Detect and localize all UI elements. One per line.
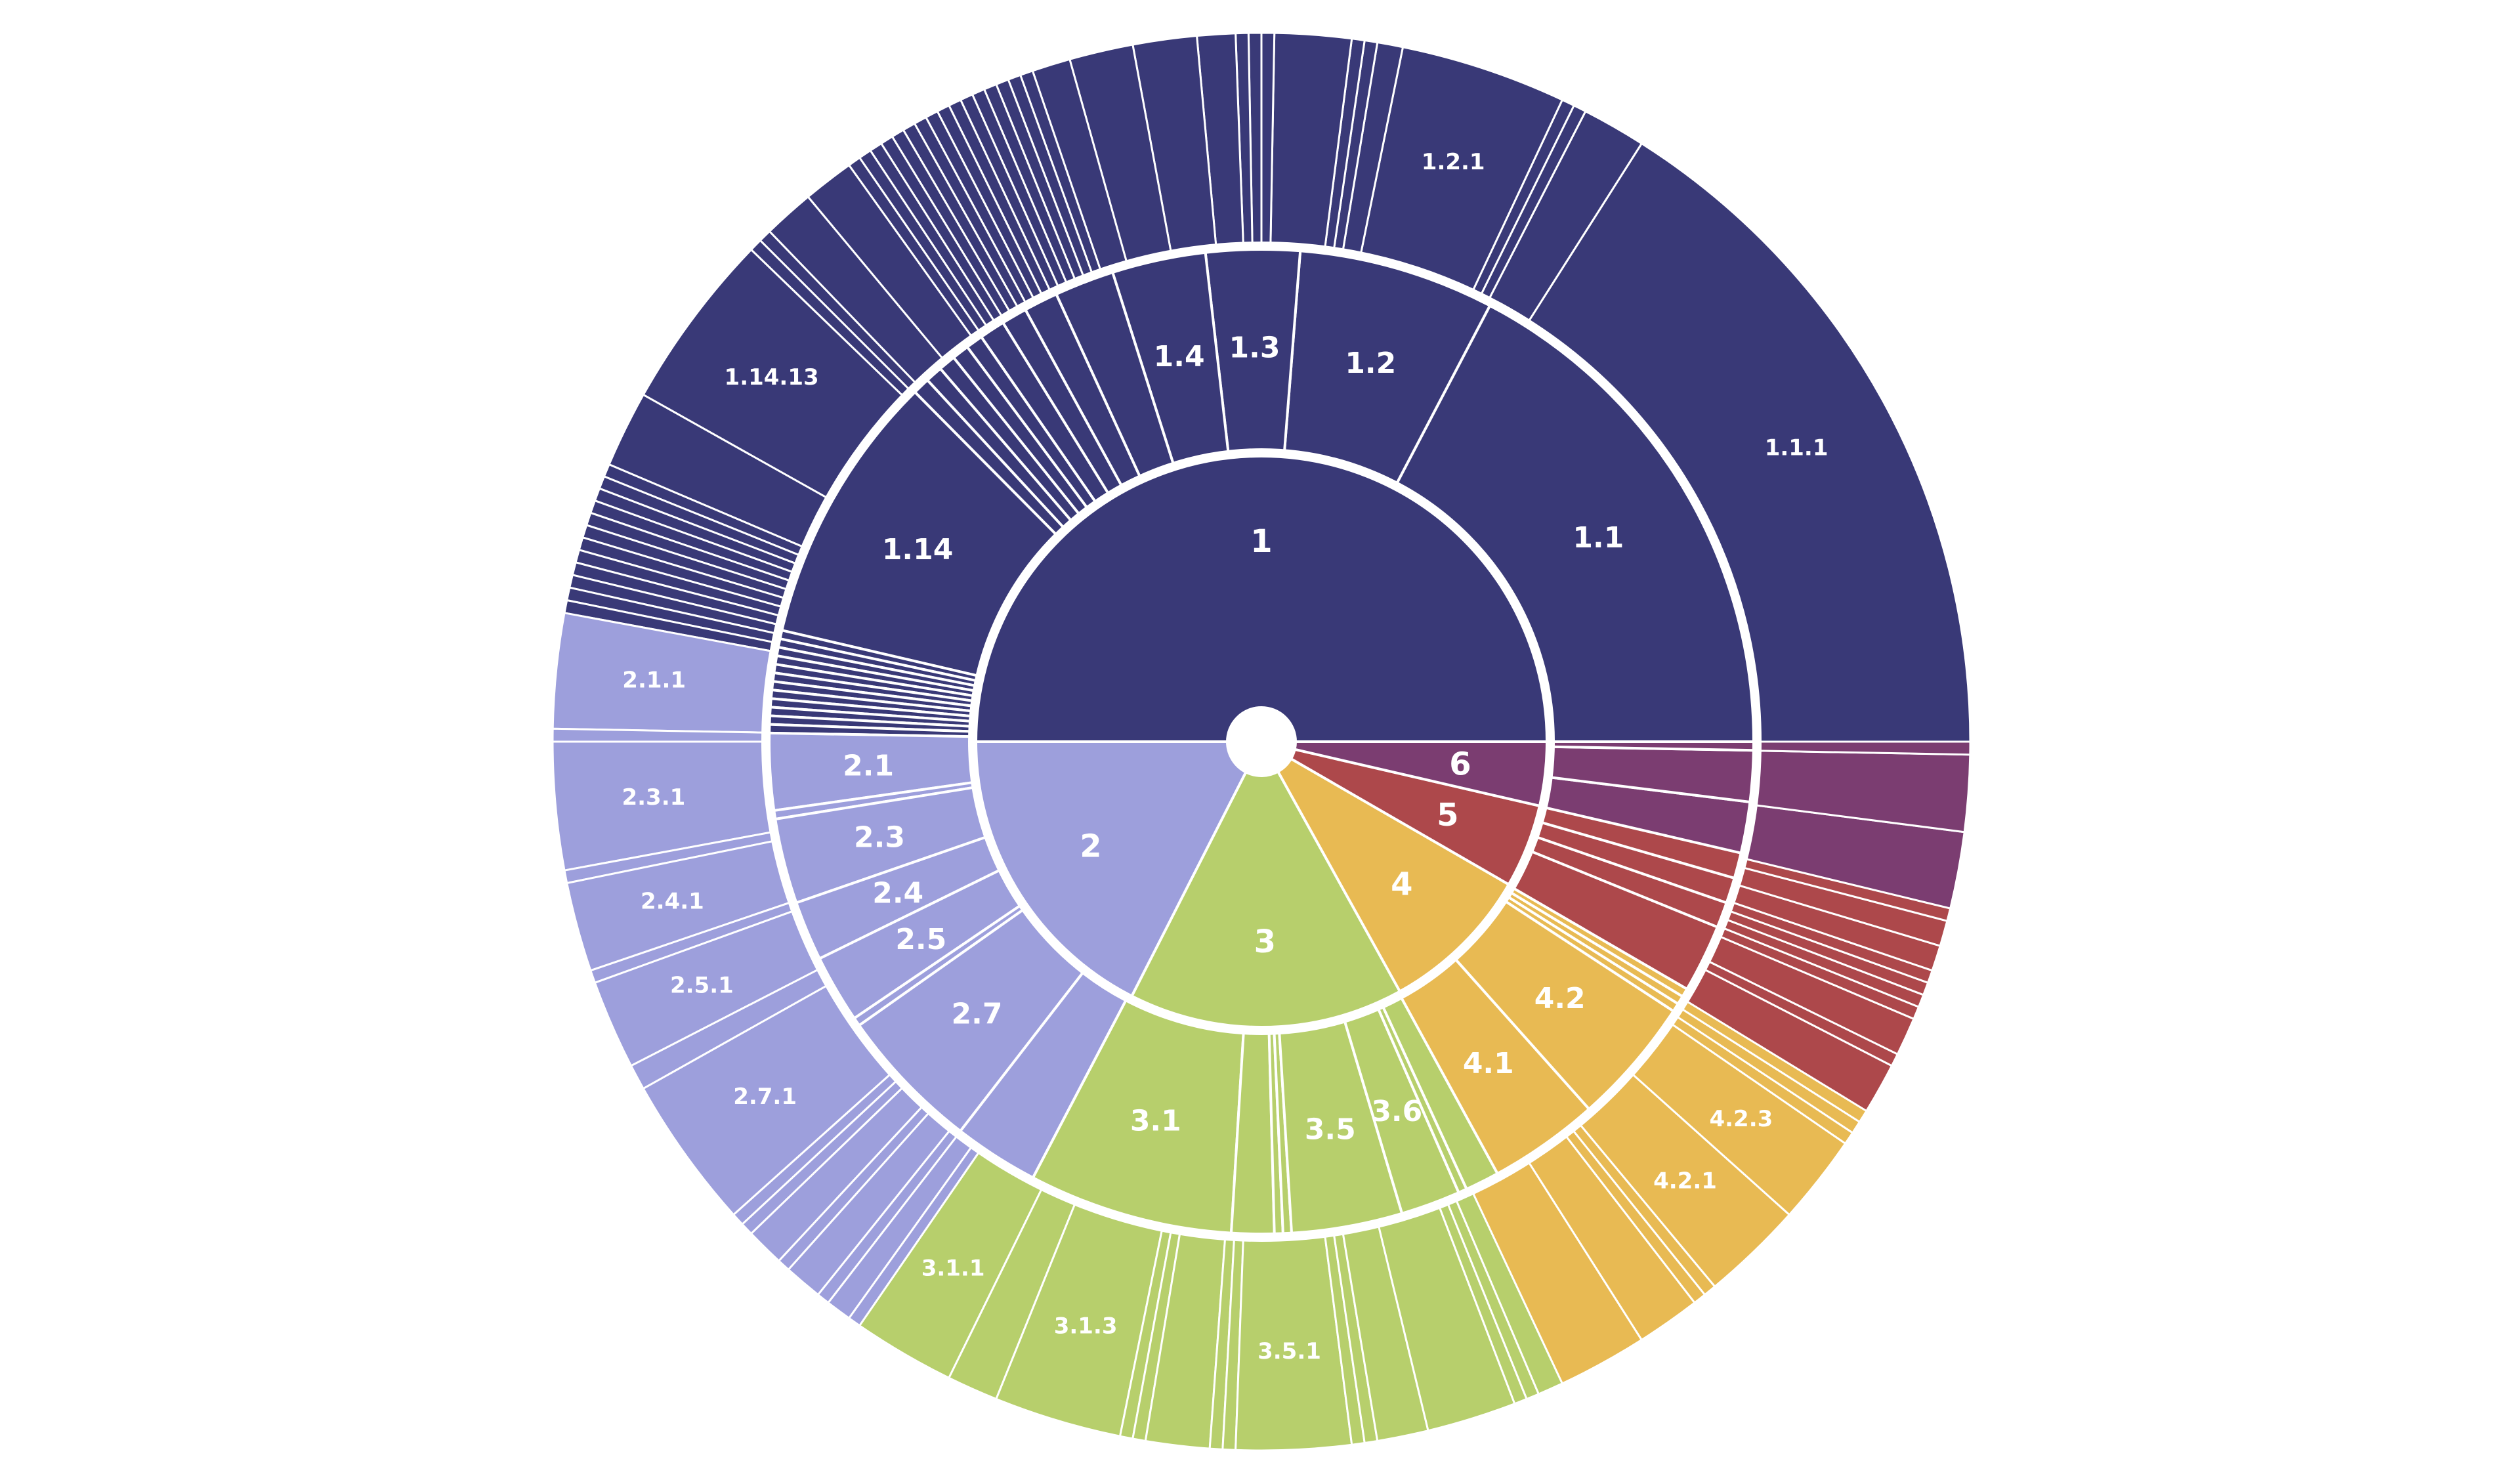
slice-label-2.3.1: 2.3.1 — [622, 784, 685, 811]
slice-label-1.14: 1.14 — [882, 533, 954, 566]
slice-label-3: 3 — [1254, 923, 1276, 960]
slice-label-1.1: 1.1 — [1573, 521, 1624, 555]
slice-label-6: 6 — [1449, 746, 1471, 783]
center-hole — [1227, 708, 1296, 776]
slice-label-2.7.1: 2.7.1 — [733, 1084, 797, 1110]
slice-label-3.1.1: 3.1.1 — [921, 1256, 985, 1282]
ring-separator-2 — [761, 242, 1762, 1242]
slice-label-3.1.3: 3.1.3 — [1054, 1313, 1118, 1340]
slice-label-1: 1 — [1250, 523, 1272, 560]
slice-label-3.1: 3.1 — [1130, 1104, 1181, 1137]
slice-label-1.3: 1.3 — [1229, 331, 1280, 365]
slice-label-2.4: 2.4 — [872, 876, 923, 910]
slice-label-4.2: 4.2 — [1534, 982, 1586, 1015]
slice-label-2.5.1: 2.5.1 — [670, 973, 734, 999]
slice-label-2.3: 2.3 — [854, 820, 905, 854]
slice-label-2: 2 — [1080, 828, 1101, 864]
slice-label-1.4: 1.4 — [1154, 340, 1205, 373]
slice-label-4.2.3: 4.2.3 — [1709, 1106, 1773, 1132]
slice-label-1.2.1: 1.2.1 — [1422, 149, 1485, 175]
slice-label-2.1.1: 2.1.1 — [622, 668, 686, 694]
slice-label-1.1.1: 1.1.1 — [1765, 435, 1828, 461]
slice-label-3.5.1: 3.5.1 — [1258, 1338, 1321, 1365]
slice-label-4.2.1: 4.2.1 — [1653, 1168, 1717, 1195]
slice-label-3.5: 3.5 — [1305, 1113, 1356, 1146]
slice-label-4.1: 4.1 — [1463, 1047, 1514, 1080]
slice-label-2.7: 2.7 — [952, 997, 1003, 1030]
slice-label-2.4.1: 2.4.1 — [641, 888, 704, 914]
slice-label-3.6: 3.6 — [1371, 1095, 1422, 1128]
labels-layer: 1 2 3 45 6 1.1 1.2 1.3 1.4 1.14 2.1 2.3 2.4 2.5 2.7 3.1… — [622, 149, 1828, 1365]
ring-separator-1 — [968, 448, 1555, 1035]
slice-label-5: 5 — [1437, 797, 1458, 834]
slice-label-1.14.13: 1.14.13 — [725, 364, 819, 391]
slice-label-2.5: 2.5 — [895, 923, 946, 956]
slice-label-2.1: 2.1 — [843, 749, 894, 782]
slice-label-4: 4 — [1391, 866, 1412, 903]
slice-label-1.2: 1.2 — [1345, 347, 1396, 380]
slices-layer — [551, 32, 1972, 1452]
